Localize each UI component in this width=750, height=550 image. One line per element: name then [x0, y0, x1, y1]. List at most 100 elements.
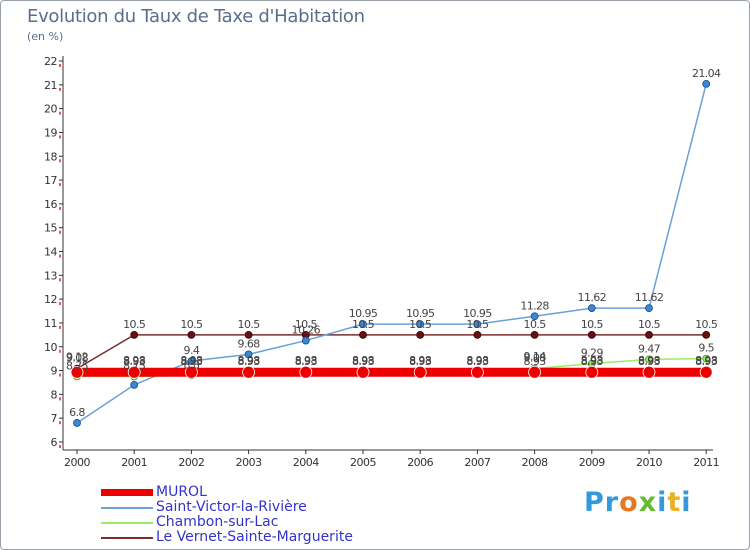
- data-label: 8.98: [409, 354, 432, 367]
- chart-unit: (en %): [27, 30, 64, 43]
- saint-victor-point: [73, 419, 81, 427]
- legend-label: Saint-Victor-la-Rivière: [156, 499, 307, 515]
- logo-letter: P: [584, 487, 605, 518]
- vernet-point: [416, 330, 425, 339]
- murol-point: [242, 365, 256, 379]
- legend-label: Le Vernet-Sainte-Marguerite: [156, 529, 353, 545]
- data-label: 8.98: [295, 354, 318, 367]
- x-tick-label: 2001: [121, 456, 147, 469]
- legend-label: MUROL: [156, 484, 207, 500]
- logo-letter: i: [657, 487, 668, 518]
- data-label: 9.08: [66, 352, 89, 365]
- saint-victor-point: [587, 304, 596, 313]
- x-tick-label: 2009: [579, 456, 605, 469]
- y-tick-label: 11: [44, 317, 57, 330]
- y-tick-label: 18: [44, 150, 57, 163]
- data-label: 8.93: [581, 355, 604, 368]
- x-tick-label: 2010: [636, 456, 662, 469]
- y-tick-label: 20: [44, 103, 57, 116]
- vernet-point: [587, 330, 596, 339]
- legend-swatch: [101, 489, 153, 496]
- data-label: 8.93: [180, 355, 203, 368]
- data-label: 9.5: [698, 342, 714, 355]
- vernet-point: [702, 330, 711, 339]
- vernet-point: [530, 330, 539, 339]
- logo-letter: t: [667, 487, 682, 518]
- data-label: 10.5: [581, 318, 604, 331]
- data-label: 10.5: [695, 318, 718, 331]
- saint-victor-point: [187, 357, 196, 365]
- y-tick-label: 17: [44, 174, 57, 187]
- chart-title: Evolution du Taux de Taxe d'Habitation: [27, 6, 365, 27]
- vernet-point: [473, 330, 482, 339]
- data-label: 8.98: [238, 354, 261, 367]
- data-label: 8.98: [695, 354, 718, 367]
- x-tick-label: 2000: [64, 456, 90, 469]
- x-tick-label: 2007: [464, 456, 490, 469]
- data-label: 6.8: [69, 406, 85, 419]
- data-label: 8.93: [695, 355, 718, 368]
- x-tick-label: 2011: [693, 456, 719, 469]
- data-label: 9.14: [524, 350, 547, 363]
- saint-victor-point: [301, 336, 310, 345]
- data-label: 9.08: [524, 352, 547, 365]
- saint-victor-point: [530, 312, 539, 321]
- murol-point: [70, 365, 84, 379]
- y-tick-label: 21: [44, 79, 57, 92]
- series-line-3: [76, 334, 707, 370]
- murol-point: [127, 365, 141, 379]
- data-label: 10.5: [180, 318, 203, 331]
- data-label: 10.5: [466, 318, 489, 331]
- y-tick-label: 6: [51, 436, 58, 449]
- legend-swatch: [101, 537, 153, 539]
- data-label: 9.4: [184, 344, 200, 357]
- data-label: 8.93: [295, 355, 318, 368]
- chambon-point: [702, 354, 711, 363]
- data-label: 10.5: [123, 318, 146, 331]
- logo-letter: x: [638, 487, 658, 518]
- data-label: 8.93: [352, 355, 375, 368]
- legend-swatch: [101, 507, 153, 509]
- y-tick-label: 14: [44, 246, 57, 259]
- data-label: 8.93: [638, 355, 661, 368]
- logo-letter: i: [681, 487, 692, 518]
- x-tick-label: 2003: [236, 456, 262, 469]
- data-label: 10.5: [295, 318, 318, 331]
- y-tick-label: 7: [51, 412, 58, 425]
- murol-point: [585, 365, 599, 379]
- saint-victor-point: [416, 320, 425, 329]
- data-label: 10.95: [349, 307, 378, 320]
- data-label: 8.98: [123, 354, 146, 367]
- y-tick-label: 10: [44, 341, 57, 354]
- saint-victor-point: [130, 380, 139, 389]
- vernet-point: [130, 330, 139, 339]
- data-label: 9.47: [638, 342, 661, 355]
- data-label: 8.98: [180, 354, 203, 367]
- saint-victor-point: [645, 304, 653, 313]
- data-label: 11.62: [635, 291, 664, 304]
- y-tick-label: 16: [44, 198, 57, 211]
- data-label: 10.26: [292, 324, 321, 337]
- data-label: 8.93: [409, 355, 432, 368]
- data-label: 8.93: [466, 355, 489, 368]
- data-label: 8.93: [123, 355, 146, 368]
- vernet-point: [645, 330, 653, 339]
- legend-swatch: [101, 522, 153, 524]
- data-label: 10.5: [524, 318, 547, 331]
- data-label: 8.75: [123, 360, 146, 373]
- y-tick-label: 13: [44, 269, 57, 282]
- data-label: 8.98: [638, 354, 661, 367]
- data-label: 8.98: [581, 354, 604, 367]
- data-label: 10.5: [638, 318, 661, 331]
- data-label: 10.5: [238, 318, 261, 331]
- y-tick-label: 8: [51, 388, 58, 401]
- x-tick-label: 2006: [407, 456, 433, 469]
- data-label: 10.5: [409, 318, 432, 331]
- saint-victor-point: [702, 79, 711, 88]
- x-tick-label: 2002: [178, 456, 204, 469]
- vernet-point: [187, 330, 196, 339]
- x-tick-label: 2004: [293, 456, 319, 469]
- murol-point: [470, 365, 484, 379]
